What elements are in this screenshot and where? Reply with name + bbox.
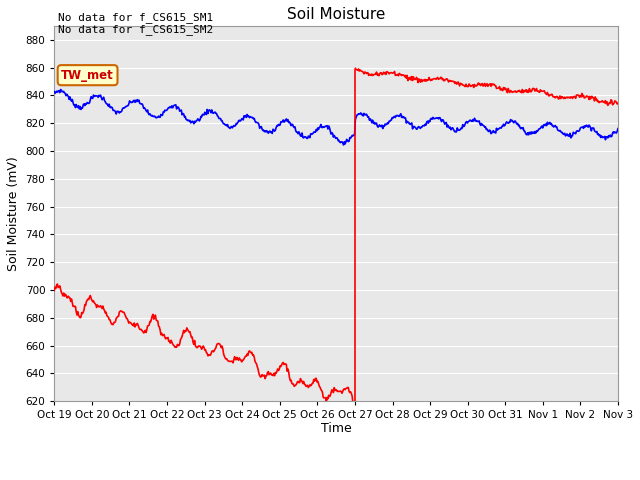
Text: TW_met: TW_met: [61, 69, 114, 82]
Text: No data for f_CS615_SM2: No data for f_CS615_SM2: [58, 24, 213, 35]
Legend: DltaT_SM1, DltaT_SM2: DltaT_SM1, DltaT_SM2: [211, 477, 461, 480]
Text: No data for f_CS615_SM1: No data for f_CS615_SM1: [58, 12, 213, 23]
X-axis label: Time: Time: [321, 421, 351, 435]
Y-axis label: Soil Moisture (mV): Soil Moisture (mV): [7, 156, 20, 271]
Title: Soil Moisture: Soil Moisture: [287, 7, 385, 22]
